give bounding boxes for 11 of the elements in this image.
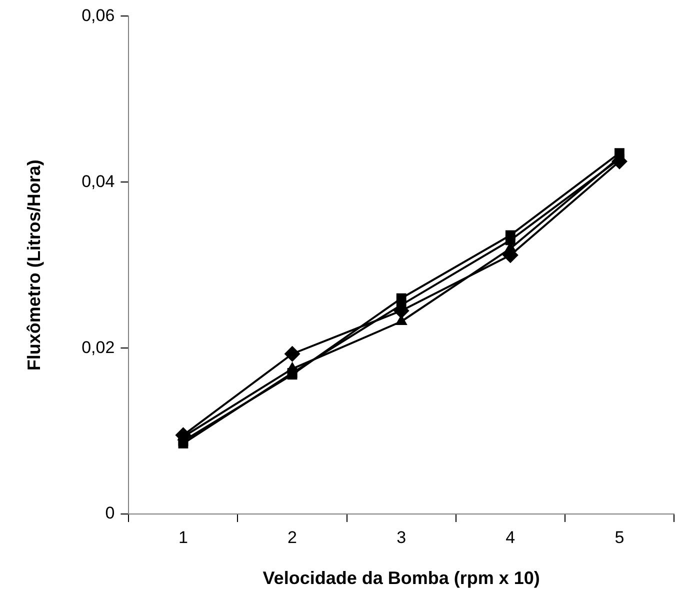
y-axis-title: Fluxômetro (Litros/Hora) [24, 160, 44, 371]
x-tick-label: 1 [178, 528, 188, 547]
y-tick-label: 0,06 [82, 6, 115, 25]
x-axis-title: Velocidade da Bomba (rpm x 10) [262, 568, 540, 588]
y-tick-label: 0,04 [82, 172, 115, 191]
x-tick-label: 3 [396, 528, 406, 547]
x-tick-label: 2 [288, 528, 298, 547]
x-tick-label: 5 [614, 528, 624, 547]
y-tick-label: 0 [105, 504, 115, 523]
x-tick-label: 4 [506, 528, 516, 547]
y-tick-label: 0,02 [82, 338, 115, 357]
